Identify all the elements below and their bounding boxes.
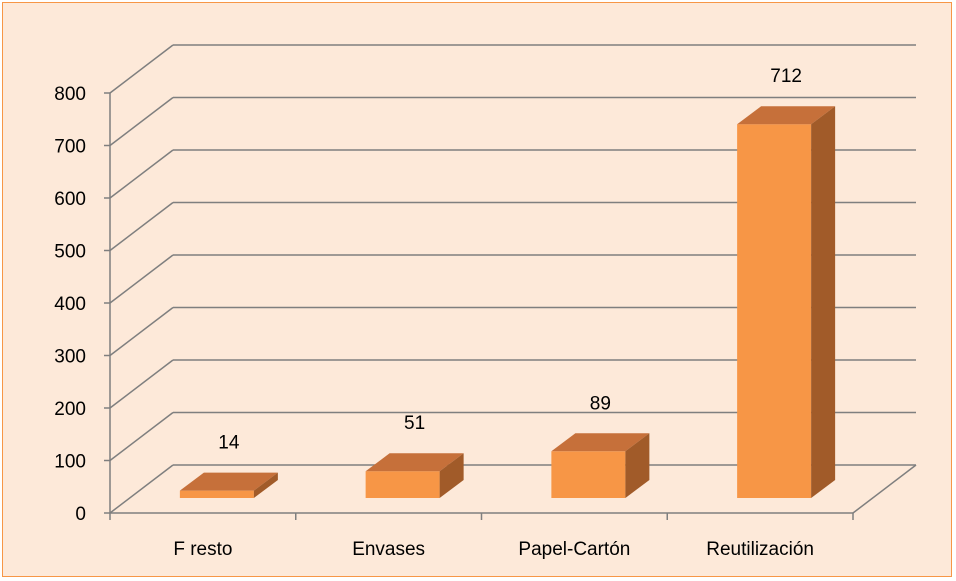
bar: [365, 453, 464, 498]
bar: [737, 106, 836, 498]
category-labels: F resto Envases Papel-Cartón Reutilización: [173, 539, 814, 560]
bar: [179, 472, 278, 498]
bar-front: [737, 124, 812, 498]
bar-front: [365, 471, 440, 498]
floor-right-edge: [852, 464, 917, 514]
category-label: Reutilización: [706, 539, 814, 560]
bar-top: [737, 106, 836, 125]
y-tick-label: 700: [54, 137, 86, 158]
y-tick-label: 300: [54, 347, 86, 368]
y-tick-label: 500: [54, 242, 86, 263]
gridline-wall: [109, 411, 174, 462]
gridline-wall: [109, 306, 174, 357]
y-tick-label: 800: [54, 84, 86, 105]
y-tick-label: 0: [75, 504, 86, 525]
category-label: F resto: [173, 539, 232, 560]
bar-front: [551, 451, 626, 498]
bar-side: [439, 453, 464, 498]
data-label: 14: [218, 433, 240, 454]
gridline-wall: [109, 464, 174, 514]
category-label: Envases: [352, 539, 425, 560]
category-label: Papel-Cartón: [518, 539, 630, 560]
gridline-wall: [109, 254, 174, 304]
bar-side: [811, 106, 836, 498]
bar-top: [179, 472, 278, 491]
y-tick-label: 200: [54, 399, 86, 420]
y-tick-labels: 0 100 200 300 400 500 600 700 800: [54, 84, 86, 525]
bar-front: [179, 490, 254, 498]
gridline-wall: [109, 149, 174, 199]
y-tick-label: 600: [54, 189, 86, 210]
gridline-wall: [109, 44, 174, 94]
data-label: 712: [770, 66, 802, 87]
bar-top: [551, 433, 650, 452]
bar-side: [253, 472, 278, 498]
data-label: 51: [404, 413, 425, 434]
y-tick-label: 100: [54, 452, 86, 473]
gridline-wall: [109, 201, 174, 252]
bars: [179, 106, 836, 498]
bar-side: [625, 433, 650, 498]
y-tick-label: 400: [54, 294, 86, 315]
bar-top: [365, 453, 464, 472]
data-label: 89: [590, 393, 611, 414]
data-labels: 14 51 89 712: [218, 66, 802, 453]
gridline-wall: [109, 96, 174, 147]
gridline-wall: [109, 359, 174, 409]
bar: [551, 433, 650, 498]
